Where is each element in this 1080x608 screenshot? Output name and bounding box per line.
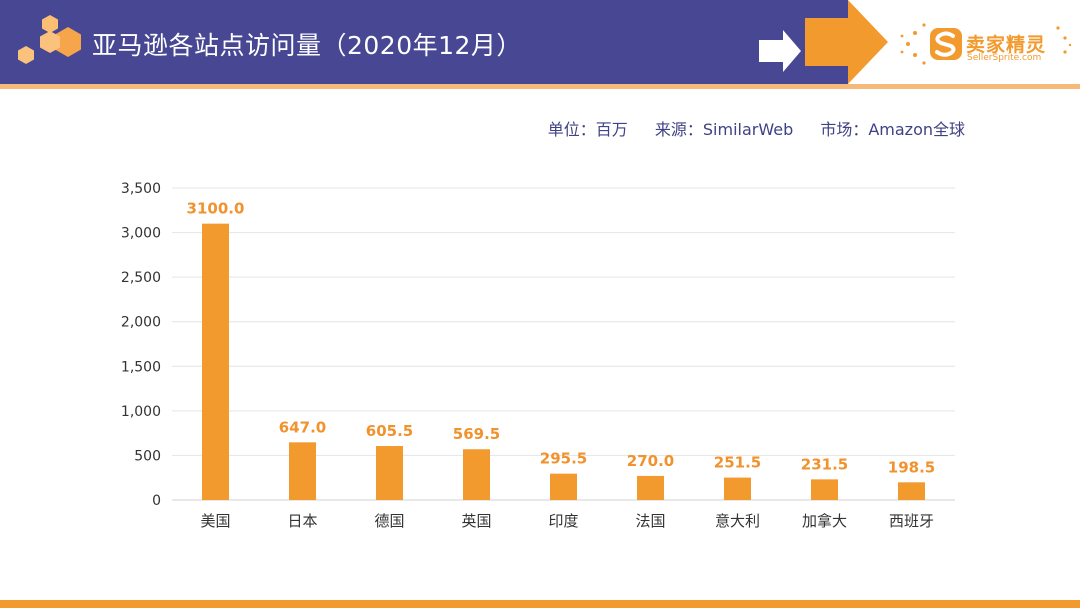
bar-value-label: 198.5 <box>888 458 935 476</box>
bar <box>202 223 229 500</box>
y-tick-label: 1,500 <box>121 359 161 375</box>
bar-value-label: 270.0 <box>627 452 674 470</box>
x-category-label: 加拿大 <box>802 512 847 530</box>
source-label: 来源：SimilarWeb <box>654 120 794 139</box>
bar-value-label: 569.5 <box>453 425 500 443</box>
page-title: 亚马逊各站点访问量（2020年12月） <box>92 31 522 60</box>
bar <box>898 482 925 500</box>
x-category-label: 德国 <box>374 512 404 530</box>
arrow-decoration-icon <box>759 0 888 84</box>
bar <box>724 477 751 500</box>
bar-value-label: 251.5 <box>714 454 761 472</box>
bar <box>289 442 316 500</box>
x-category-label: 西班牙 <box>889 512 934 530</box>
y-tick-label: 3,000 <box>121 226 161 242</box>
unit-label: 单位：百万 <box>547 120 628 139</box>
bar-value-label: 3100.0 <box>187 200 245 218</box>
chart-meta: 单位：百万 来源：SimilarWeb 市场：Amazon全球 <box>548 116 965 140</box>
bar-value-label: 295.5 <box>540 450 587 468</box>
bar <box>811 479 838 500</box>
bar-chart: 0 500 1,000 1,500 2,000 2,500 3,000 3,500 3100.0… <box>121 181 955 530</box>
y-tick-label: 1,000 <box>121 404 161 420</box>
y-tick-label: 500 <box>134 448 161 464</box>
y-tick-label: 2,500 <box>121 270 161 286</box>
bar-value-label: 231.5 <box>801 455 848 473</box>
logo-name-cn: 卖家精灵 <box>966 34 1047 56</box>
sellersprite-logo: 卖家精灵 SellerSprite.com <box>898 16 1073 72</box>
logo-name-en: SellerSprite.com <box>967 53 1042 63</box>
x-category-label: 美国 <box>200 512 230 530</box>
header: 亚马逊各站点访问量（2020年12月） <box>0 0 1080 90</box>
header-underline <box>0 84 1080 89</box>
market-label: 市场：Amazon全球 <box>820 120 965 139</box>
header-band <box>0 0 848 84</box>
x-category-label: 英国 <box>461 512 491 530</box>
bar <box>637 475 664 500</box>
x-category-label: 日本 <box>287 512 317 530</box>
footer-bar <box>0 600 1080 608</box>
x-category-label: 法国 <box>635 512 665 530</box>
x-category-label: 印度 <box>548 512 578 530</box>
bar-value-label: 647.0 <box>279 418 326 436</box>
bar <box>550 473 577 500</box>
bar-value-label: 605.5 <box>366 422 413 440</box>
y-tick-label: 2,000 <box>121 315 161 331</box>
y-tick-label: 0 <box>152 493 161 509</box>
bar <box>463 449 490 500</box>
logo-dots-icon <box>900 23 1072 65</box>
y-tick-label: 3,500 <box>121 181 161 197</box>
hexagon-decoration-icon <box>18 15 81 64</box>
x-category-label: 意大利 <box>715 512 760 530</box>
bar <box>376 446 403 500</box>
